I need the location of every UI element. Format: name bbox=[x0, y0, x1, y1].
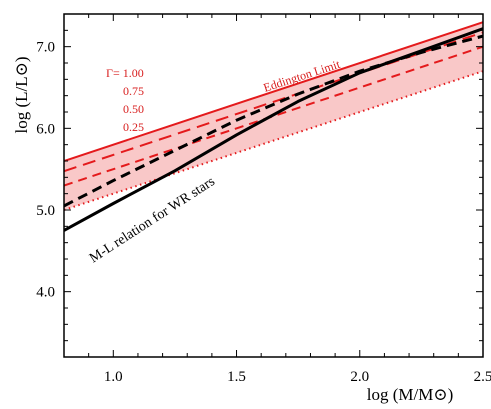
y-axis-label: log (L/L⊙) bbox=[12, 56, 31, 133]
eddington-line-3 bbox=[64, 70, 483, 211]
x-tick-label: 1.5 bbox=[227, 369, 246, 385]
x-tick-label: 1.0 bbox=[104, 369, 123, 385]
eddington-line-0 bbox=[64, 21, 483, 162]
y-tick-label: 6.0 bbox=[36, 121, 55, 137]
y-tick-label: 4.0 bbox=[36, 285, 55, 301]
x-tick-label: 2.5 bbox=[474, 369, 491, 385]
x-tick-label: 2.0 bbox=[350, 369, 369, 385]
gamma-label-100: Γ= 1.00 bbox=[106, 66, 144, 80]
tick-labels-layer: 1.0 1.5 2.0 2.5 4.0 5.0 6.0 7.0 bbox=[36, 40, 491, 385]
wr-relation-line-1 bbox=[64, 34, 483, 208]
gamma-label-050: 0.50 bbox=[123, 102, 144, 116]
eddington-line-1 bbox=[64, 31, 483, 173]
eddington-line-2 bbox=[64, 45, 483, 187]
ticks-layer bbox=[64, 14, 483, 357]
plot-frame bbox=[63, 13, 484, 358]
x-axis-label: log (M/M⊙) bbox=[367, 385, 454, 404]
eddington-lines-layer bbox=[64, 21, 483, 211]
y-tick-label: 7.0 bbox=[36, 40, 55, 56]
gamma-label-075: 0.75 bbox=[123, 84, 144, 98]
y-tick-label: 5.0 bbox=[36, 203, 55, 219]
gamma-label-025: 0.25 bbox=[123, 120, 144, 134]
wr-relation-layer bbox=[64, 27, 483, 232]
wr-relation-line-0 bbox=[64, 27, 483, 232]
